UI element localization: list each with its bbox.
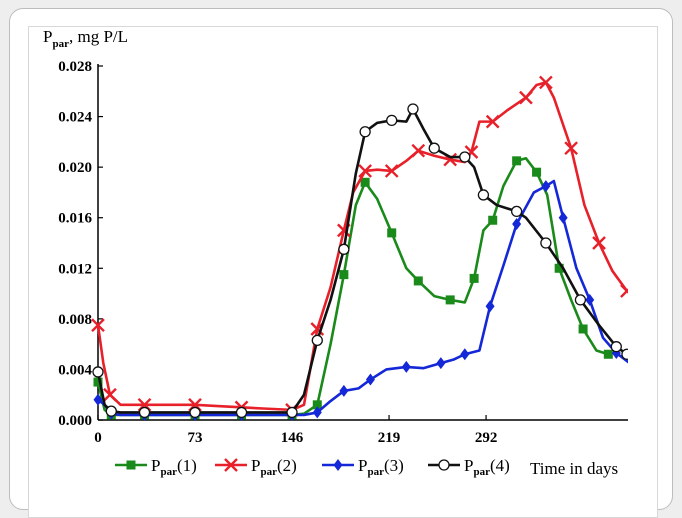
x-tick-label: 146 [281, 430, 304, 446]
legend-marker-4 [438, 459, 450, 471]
y-label-unit: , mg P/L [69, 27, 128, 46]
series-2-point [358, 164, 372, 178]
series-1-point [445, 295, 455, 305]
chart-legend: Ppar(1) Ppar(2) Ppar(3) Ppar(4) [115, 456, 510, 478]
series-3 [93, 179, 647, 421]
figure-frame [9, 8, 673, 518]
series-1-point [532, 167, 542, 177]
series-4-point [286, 406, 298, 419]
series-2-point [620, 284, 628, 298]
series-1-point [413, 276, 423, 286]
y-tick-label: 0.020 [58, 160, 92, 176]
series-2-point [384, 164, 399, 178]
series-3-point [436, 357, 446, 370]
legend-marker-2 [224, 458, 238, 472]
series-1-point [603, 349, 613, 359]
y-tick-label: 0.024 [58, 110, 92, 126]
series-1-point [554, 263, 564, 273]
series-4-point [311, 334, 323, 347]
series-3-point [512, 218, 522, 231]
line-chart: 0.000 0.004 0.008 0.012 0.016 0.020 0.024 0.028… [43, 27, 647, 478]
series-4-point [510, 205, 523, 218]
series-4-point [92, 366, 104, 378]
series-1-point [387, 228, 397, 238]
series-3-point [401, 360, 411, 373]
series-1-point [469, 273, 479, 283]
series-2-point [91, 318, 105, 333]
series-4-point [235, 406, 248, 419]
series-4-point [621, 348, 628, 360]
series-4-point [574, 294, 587, 306]
series-3-point [339, 384, 349, 397]
series-4-point [477, 189, 490, 201]
legend-item-2: Ppar(2) [215, 456, 297, 478]
series-3-point [93, 393, 103, 406]
series-1-point [488, 215, 498, 225]
series-4-point [138, 406, 151, 419]
legend-label-2: Ppar(2) [251, 456, 297, 478]
y-tick-label: 0.000 [58, 413, 92, 429]
y-label-sub: par [52, 38, 69, 50]
y-tick-label: 0.028 [58, 59, 92, 75]
legend-marker-3 [333, 459, 343, 471]
chart-plot-area [91, 75, 647, 421]
series-3-point [585, 293, 595, 306]
y-tick-label: 0.012 [58, 261, 92, 277]
legend-label-4: Ppar(4) [464, 456, 510, 478]
series-1-point [93, 377, 103, 387]
series-3-point [541, 180, 551, 193]
series-4-point [386, 114, 398, 127]
y-label-main: P [43, 27, 52, 46]
y-tick-label: 0.016 [58, 211, 92, 227]
x-tick-label: 219 [378, 430, 401, 446]
series-4 [92, 103, 628, 419]
y-tick-label: 0.004 [58, 362, 92, 378]
series-3-point [485, 300, 495, 313]
series-4-point [610, 341, 622, 353]
y-axis-label: Ppar, mg P/L [43, 27, 128, 50]
legend-item-3: Ppar(3) [322, 456, 404, 478]
series-2-point [485, 114, 500, 129]
legend-marker-1 [126, 460, 136, 470]
series-4-point [359, 126, 371, 138]
series-2-point [103, 387, 117, 402]
series-2-point [539, 75, 553, 90]
series-2-point [564, 141, 578, 156]
series-3-point [638, 368, 647, 380]
legend-item-4: Ppar(4) [428, 456, 510, 478]
series-1-point [339, 270, 349, 280]
legend-label-1: Ppar(1) [151, 456, 197, 478]
series-1-point [512, 156, 522, 166]
series-4-point [428, 142, 440, 154]
legend-label-3: Ppar(3) [358, 456, 404, 478]
series-3-point [460, 348, 470, 361]
series-3-point [312, 406, 322, 419]
series-3-point [365, 373, 375, 386]
x-axis-label: Time in days [530, 459, 618, 478]
series-2-point [411, 143, 426, 158]
series-1-point [360, 177, 370, 187]
series-1-point [312, 400, 322, 410]
series-4-point [338, 243, 350, 255]
chart-axes: 0.000 0.004 0.008 0.012 0.016 0.020 0.024 0.028… [58, 59, 628, 446]
legend-item-1: Ppar(1) [115, 456, 197, 478]
x-tick-label: 0 [94, 430, 102, 446]
x-tick-label: 292 [475, 430, 498, 446]
series-3-point [558, 211, 568, 224]
series-2-point [592, 236, 606, 250]
series-4-point [540, 237, 552, 249]
y-tick-label: 0.008 [58, 312, 92, 328]
x-tick-label: 73 [188, 430, 203, 446]
series-4-point [459, 151, 471, 163]
series-4-point [407, 103, 419, 115]
series-4-line [96, 107, 628, 414]
series-1-point [578, 324, 588, 334]
series-4-point [105, 405, 117, 417]
series-2-point [519, 90, 533, 105]
series-4-point [189, 406, 201, 419]
